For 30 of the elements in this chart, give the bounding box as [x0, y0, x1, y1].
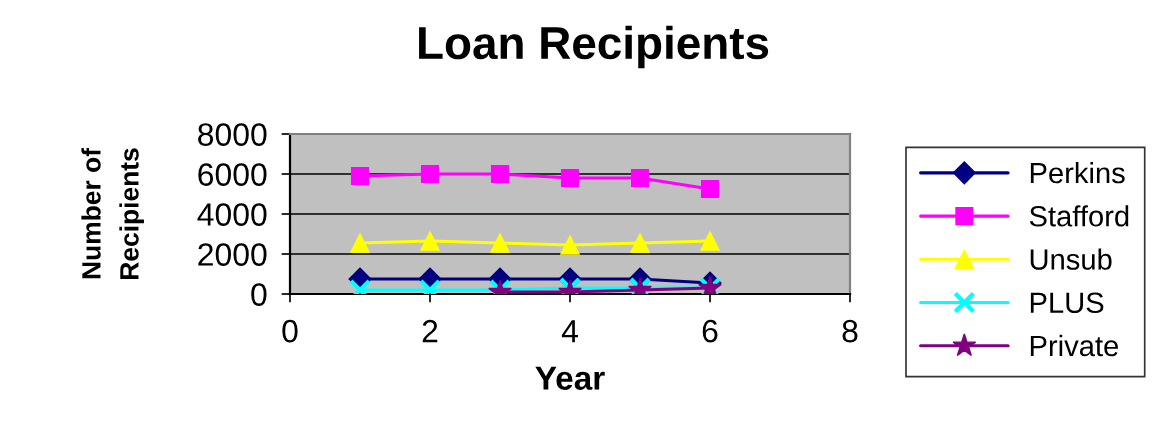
x-axis-title: Year [535, 366, 605, 390]
legend-label: Private [1030, 334, 1118, 357]
y-tick-label: 2000 [198, 243, 267, 266]
y-tick-label: 6000 [198, 163, 267, 186]
y-tick-label: 0 [251, 283, 267, 306]
x-tick-label: 6 [702, 319, 718, 343]
x-tick-label: 0 [282, 319, 298, 343]
x-tick-label: 4 [561, 320, 578, 343]
point [350, 233, 370, 253]
point [350, 166, 370, 186]
point [560, 168, 580, 188]
legend-label: Perkins [1030, 161, 1125, 184]
y-tick-label: 8000 [198, 123, 267, 146]
point [560, 235, 580, 255]
y-axis-title: Number of Recipients [81, 147, 144, 279]
point [700, 231, 720, 251]
x-tick-label: 8 [842, 319, 858, 343]
legend-label: PLUS [1030, 292, 1104, 314]
point [490, 164, 510, 184]
point [630, 168, 650, 188]
x-tick-label: 2 [422, 319, 438, 343]
legend-label: Unsub [1030, 248, 1112, 270]
y-tick-label: 4000 [197, 203, 267, 226]
point [490, 233, 510, 253]
point [700, 179, 720, 199]
point [630, 233, 650, 253]
point [420, 231, 440, 251]
chart-title: Loan Recipients [419, 25, 769, 69]
legend-label: Stafford [1029, 205, 1129, 227]
point [420, 164, 440, 184]
